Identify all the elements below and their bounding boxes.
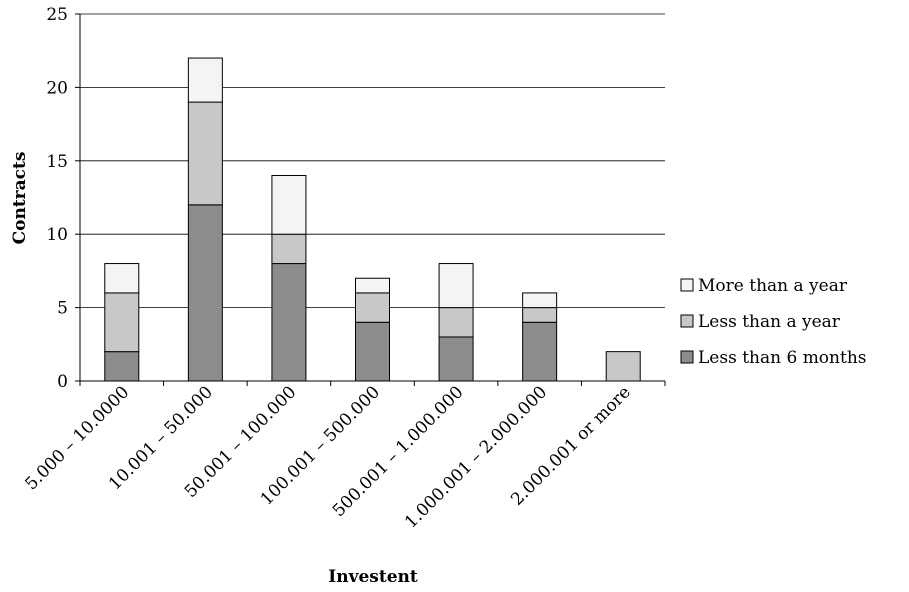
bar-segment-2-more-than-a-year <box>187 57 223 103</box>
bar-segment-3-less-than-6-months <box>271 263 307 382</box>
legend-swatch-less-than-6-months <box>680 350 694 364</box>
bar-segment-2-less-than-6-months <box>187 204 223 382</box>
axes <box>75 13 666 386</box>
bar-segment-6-less-than-6-months <box>522 321 558 382</box>
y-tick-label-10: 10 <box>46 225 68 245</box>
bar-segment-2-less-than-a-year <box>187 101 223 206</box>
y-tick-label-5: 5 <box>57 299 68 319</box>
gridlines <box>80 13 665 309</box>
legend-label-more-than-a-year: More than a year <box>698 276 848 296</box>
legend-label-less-than-a-year: Less than a year <box>698 312 841 332</box>
bars <box>104 57 641 382</box>
y-axis-title: Contracts <box>10 152 30 245</box>
legend-label-less-than-6-months: Less than 6 months <box>698 348 867 368</box>
y-tick-labels: 0 5 10 15 20 25 <box>46 5 68 392</box>
bar-segment-1-more-than-a-year <box>104 263 140 294</box>
y-tick-label-15: 15 <box>46 152 68 172</box>
x-axis-title: Investent <box>328 567 418 587</box>
bar-segment-3-less-than-a-year <box>271 233 307 265</box>
bar-segment-7-less-than-a-year <box>605 351 641 382</box>
bar-segment-1-less-than-6-months <box>104 351 140 382</box>
y-tick-label-25: 25 <box>46 5 68 25</box>
bar-segment-4-less-than-a-year <box>355 292 390 323</box>
x-tick-label-6: 1.000.001 – 2.000.000 <box>401 382 551 532</box>
y-tick-label-20: 20 <box>46 78 68 98</box>
bar-segment-5-less-than-6-months <box>438 336 474 382</box>
legend-swatch-less-than-a-year <box>680 314 694 328</box>
bar-segment-4-more-than-a-year <box>355 277 390 294</box>
legend: More than a year Less than a year Less tha… <box>680 276 867 368</box>
y-tick-label-0: 0 <box>57 372 68 392</box>
bar-segment-6-more-than-a-year <box>522 292 558 309</box>
bar-segment-6-less-than-a-year <box>522 307 558 323</box>
bar-segment-4-less-than-6-months <box>355 321 390 382</box>
bar-segment-3-more-than-a-year <box>271 174 307 235</box>
bar-segment-5-less-than-a-year <box>438 307 474 338</box>
legend-swatch-more-than-a-year <box>680 278 694 292</box>
bar-segment-5-more-than-a-year <box>438 263 474 309</box>
bar-segment-1-less-than-a-year <box>104 292 140 353</box>
